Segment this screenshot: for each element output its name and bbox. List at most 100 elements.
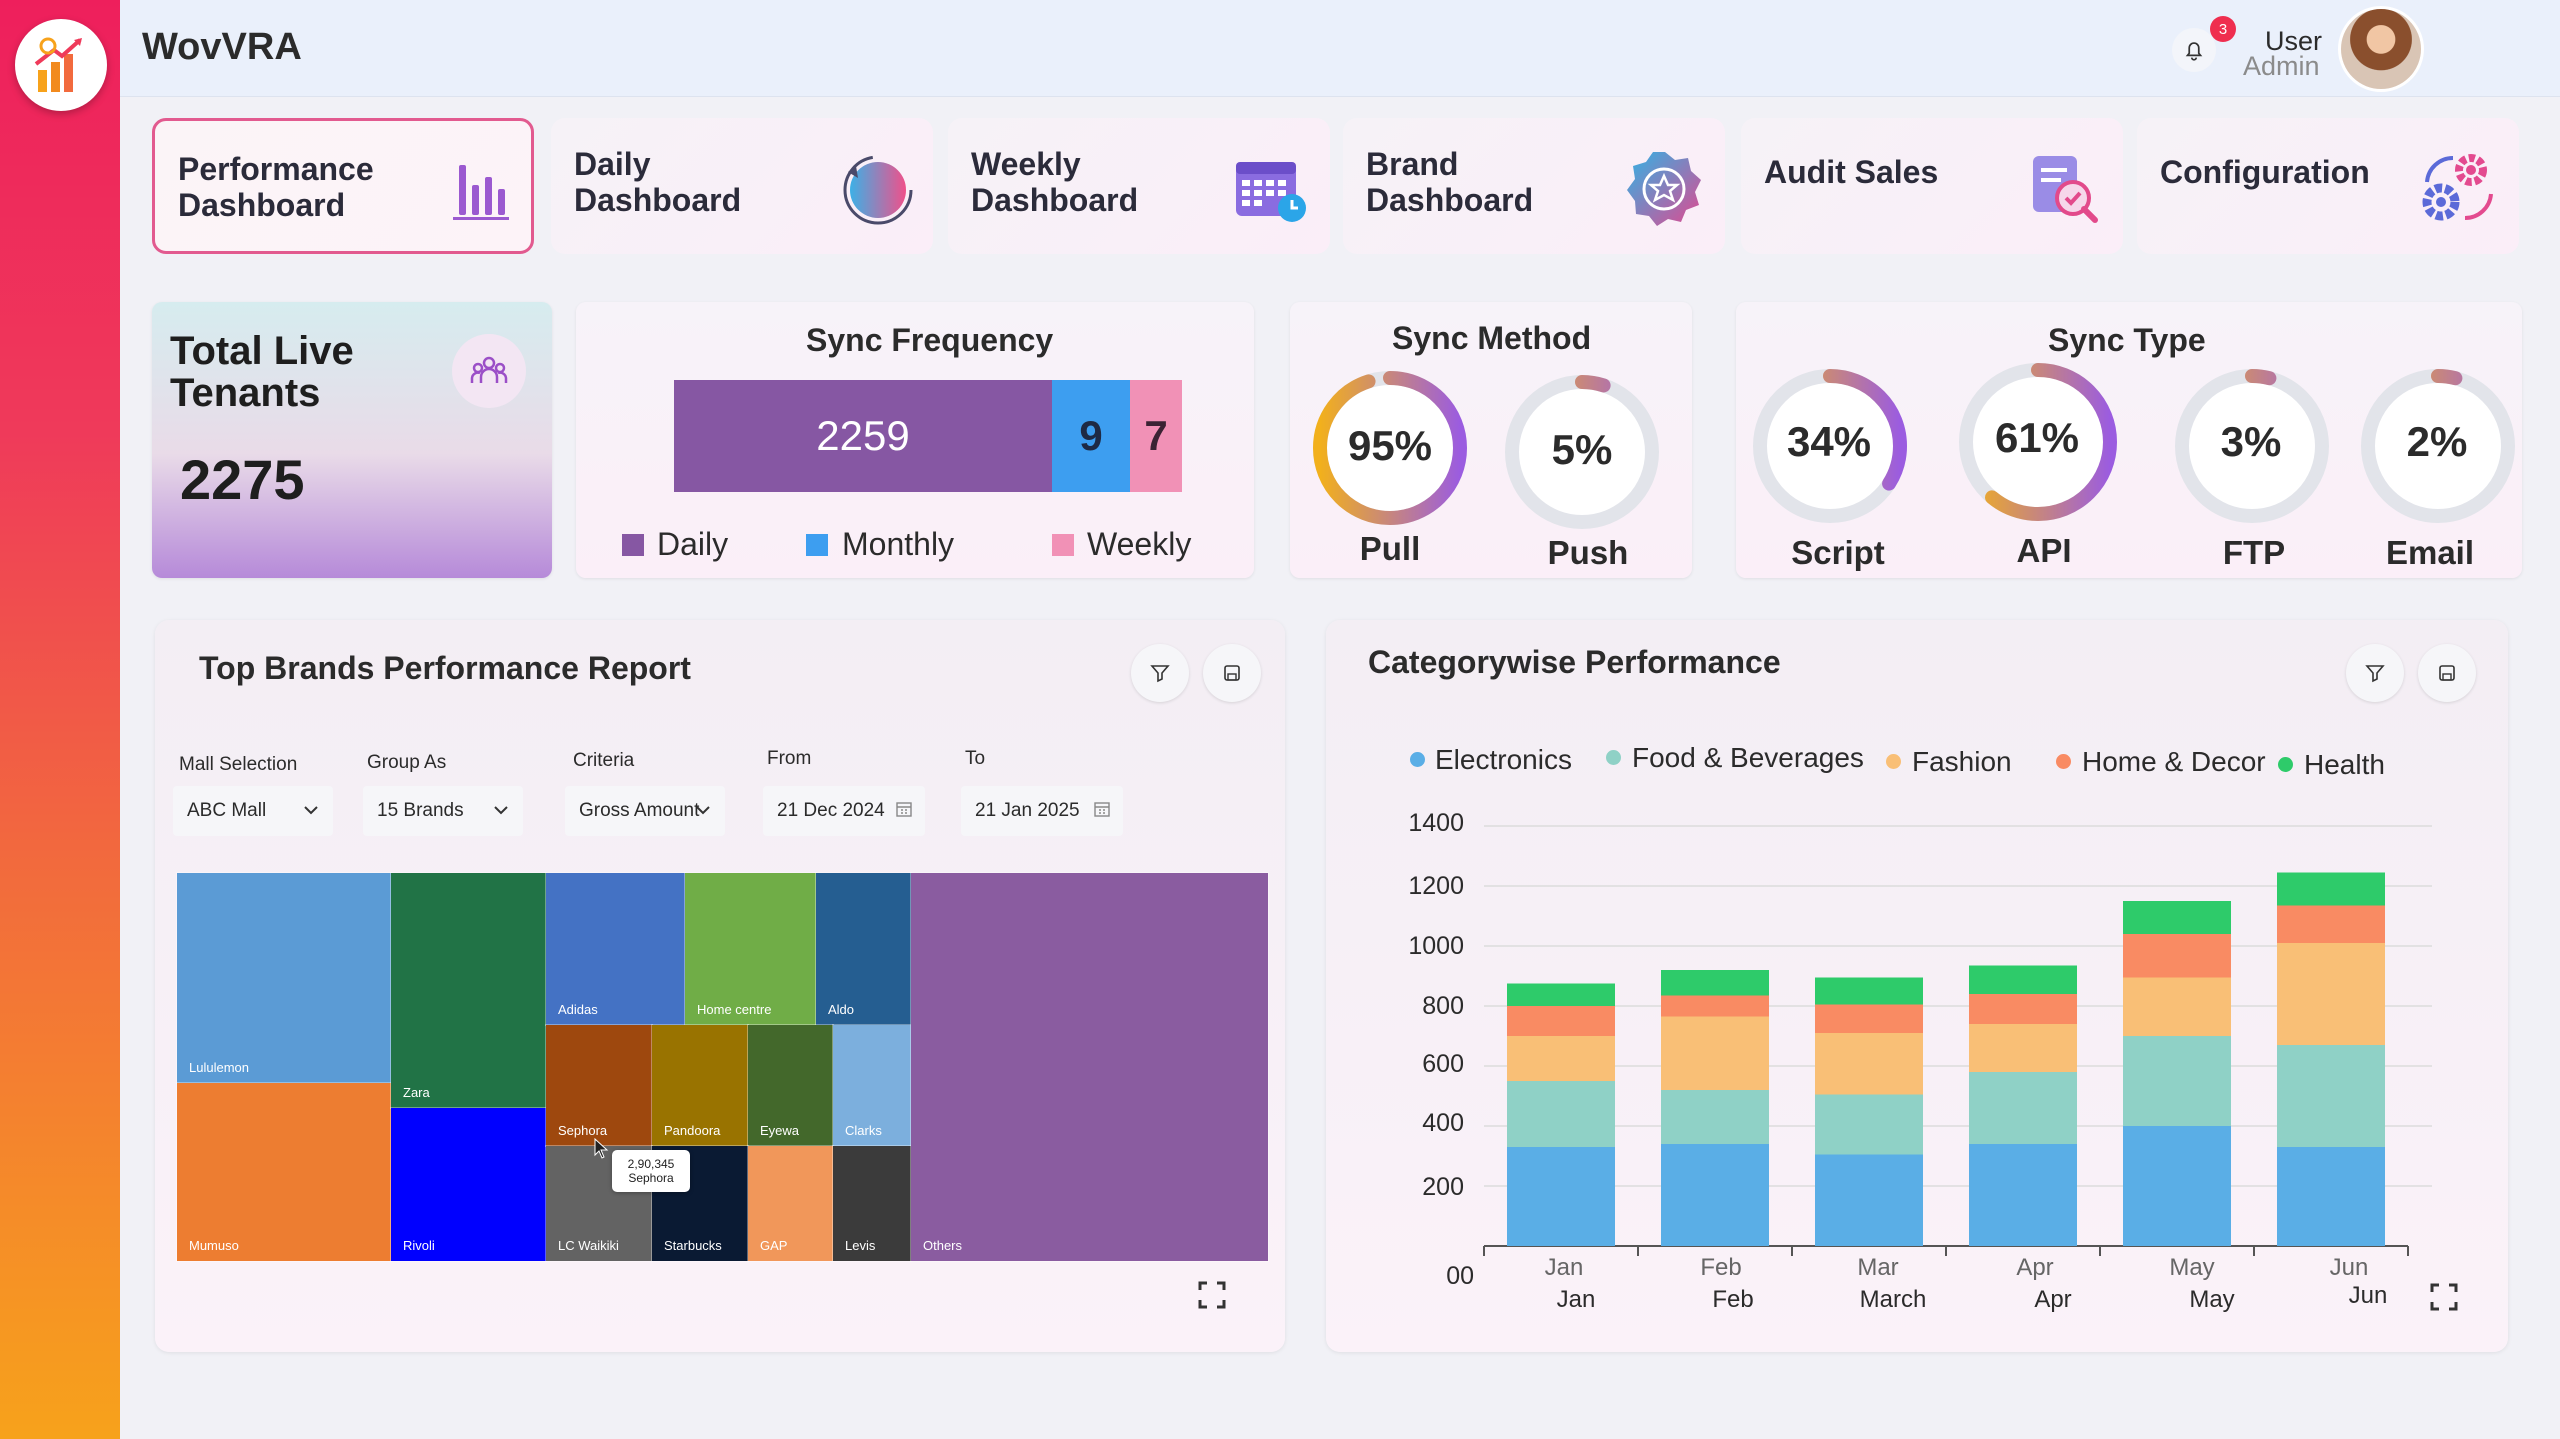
legend-swatch-monthly: [806, 534, 828, 556]
sync-type-gauges: [1753, 363, 2515, 523]
filter-icon: [1150, 665, 1170, 683]
top-brands-title: Top Brands Performance Report: [199, 650, 691, 686]
gauge-value-email: 2%: [2406, 418, 2468, 465]
criteria-label: Criteria: [573, 750, 635, 771]
treemap-cell-levis[interactable]: Levis: [832, 1145, 912, 1262]
filter-button[interactable]: [2346, 644, 2404, 702]
nav-card-configuration[interactable]: Configuration: [2137, 118, 2519, 254]
gauge-email-arc: [2361, 369, 2515, 523]
calendar-icon: [1236, 162, 1306, 222]
top-bar: WovVRA: [120, 0, 2560, 97]
treemap-label: Lululemon: [189, 1060, 249, 1075]
treemap-label: Aldo: [828, 1002, 855, 1017]
treemap-tooltip: 2,90,345 Sephora: [612, 1150, 690, 1192]
nav-label: Performance Dashboard: [178, 151, 374, 223]
x-tick: Feb: [1700, 1254, 1742, 1281]
y-tick: 600: [1422, 1050, 1464, 1078]
side-strip: [0, 0, 120, 1439]
gauge-api-arc: [1959, 363, 2117, 521]
treemap-cell-eyewa[interactable]: Eyewa: [747, 1024, 834, 1147]
mall-selection-value: ABC Mall: [187, 800, 267, 821]
x-tick-secondary: May: [2189, 1286, 2235, 1313]
tooltip-value: 2,90,345: [627, 1157, 675, 1171]
user-name[interactable]: User: [2265, 26, 2323, 56]
y-tick: 1200: [1408, 872, 1464, 900]
treemap-cell-adidas[interactable]: Adidas: [545, 872, 686, 1026]
legend-monthly: Monthly: [842, 526, 955, 562]
notification-count-badge: 3: [2210, 16, 2236, 42]
filter-button[interactable]: [1131, 644, 1189, 702]
chevron-down-icon: [304, 806, 318, 815]
nav-card-performance-dashboard[interactable]: Performance Dashboard: [152, 118, 534, 254]
tooltip-name: Sephora: [628, 1171, 674, 1185]
refresh-clock-icon: [843, 155, 913, 225]
from-date-input[interactable]: 21 Dec 2024: [763, 786, 925, 836]
treemap-cell-mumuso[interactable]: Mumuso: [176, 1082, 392, 1262]
nav-card-brand-dashboard[interactable]: Brand Dashboard: [1343, 118, 1725, 254]
save-button[interactable]: [1203, 644, 1261, 702]
treemap-cell-zara[interactable]: Zara: [390, 872, 547, 1109]
sync-frequency-title: Sync Frequency: [806, 322, 1054, 358]
criteria-dropdown[interactable]: Gross Amount: [565, 786, 725, 836]
mall-selection-dropdown[interactable]: ABC Mall: [173, 786, 333, 836]
monthly-segment-value: 9: [1079, 412, 1103, 459]
gauge-push-arc: [1505, 375, 1659, 529]
legend-fashion: Fashion: [1912, 746, 2012, 777]
to-date-input[interactable]: 21 Jan 2025: [961, 786, 1123, 836]
sync-type-title: Sync Type: [2048, 322, 2206, 358]
from-label: From: [767, 748, 812, 769]
y-tick: 800: [1422, 992, 1464, 1020]
app-logo[interactable]: [15, 19, 107, 111]
mouse-cursor-icon: [594, 1138, 609, 1159]
weekly-segment[interactable]: 7: [1130, 380, 1182, 492]
total-live-tenants-card: Total Live Tenants 2275: [152, 302, 552, 578]
criteria-value: Gross Amount: [579, 800, 700, 821]
sync-method-gauges: [1313, 371, 1659, 529]
treemap-label: Starbucks: [664, 1238, 722, 1253]
chevron-down-icon: [494, 806, 508, 815]
treemap-cell-gap[interactable]: GAP: [747, 1145, 834, 1262]
x-tick: Mar: [1857, 1254, 1899, 1281]
weekly-segment-value: 7: [1144, 412, 1168, 459]
monthly-segment[interactable]: 9: [1052, 380, 1130, 492]
notification-bell-button[interactable]: [2172, 28, 2216, 72]
nav-card-daily-dashboard[interactable]: Daily Dashboard: [551, 118, 933, 254]
treemap-cell-pandoora[interactable]: Pandoora: [651, 1024, 749, 1147]
treemap-label: Sephora: [558, 1123, 608, 1138]
to-date-value: 21 Jan 2025: [975, 800, 1080, 821]
expand-icon[interactable]: [2429, 1282, 2459, 1312]
gauge-value-script: 34%: [1786, 418, 1872, 465]
save-icon: [1224, 665, 1240, 681]
treemap-cell-aldo[interactable]: Aldo: [815, 872, 912, 1026]
daily-segment[interactable]: 2259: [674, 380, 1052, 492]
legend-food-beverages: Food & Beverages: [1632, 742, 1864, 773]
legend-dot-electronics: [1410, 752, 1425, 767]
gears-icon: [2422, 154, 2493, 221]
treemap-cell-clarks[interactable]: Clarks: [832, 1024, 912, 1147]
treemap-cell-rivoli[interactable]: Rivoli: [390, 1107, 547, 1262]
x-tick: Jan: [1544, 1254, 1584, 1281]
nav-card-weekly-dashboard[interactable]: Weekly Dashboard: [948, 118, 1330, 254]
filter-icon: [2365, 665, 2385, 683]
group-as-value: 15 Brands: [377, 800, 464, 821]
nav-card-audit-sales[interactable]: Audit Sales: [1741, 118, 2123, 254]
mall-selection-label: Mall Selection: [179, 754, 298, 775]
save-icon: [2439, 665, 2455, 681]
save-button[interactable]: [2418, 644, 2476, 702]
avatar[interactable]: [2338, 6, 2424, 92]
legend-dot-fashion: [1886, 754, 1901, 769]
gauge-ftp-arc: [2175, 369, 2329, 523]
group-as-dropdown[interactable]: 15 Brands: [363, 786, 523, 836]
treemap-cell-others[interactable]: Others: [910, 872, 1269, 1262]
treemap-cell-sephora[interactable]: Sephora: [545, 1024, 653, 1147]
treemap-label: Adidas: [558, 1002, 598, 1017]
expand-icon[interactable]: [1197, 1280, 1227, 1310]
bar-chart-icon: [453, 165, 509, 220]
daily-segment-value: 2259: [816, 412, 910, 459]
treemap-cell-home-centre[interactable]: Home centre: [684, 872, 817, 1026]
x-tick-secondary: Apr: [2034, 1286, 2072, 1313]
x-tick-secondary: Jan: [1556, 1286, 1596, 1313]
legend-dot-home-decor: [2056, 754, 2071, 769]
treemap-cell-lululemon[interactable]: Lululemon: [176, 872, 392, 1084]
people-icon: [470, 356, 508, 383]
